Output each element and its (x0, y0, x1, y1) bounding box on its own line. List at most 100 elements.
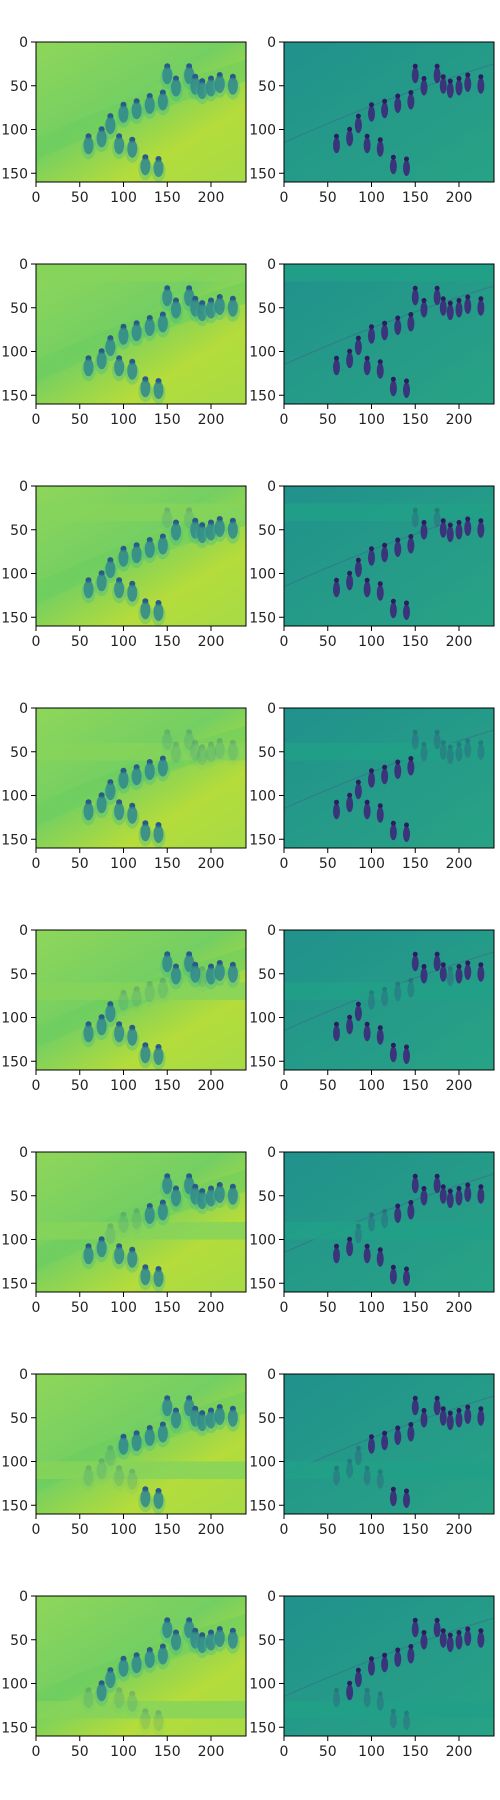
figure-mark (440, 1406, 447, 1426)
x-tick-label: 50 (71, 634, 89, 650)
y-tick-label: 0 (267, 923, 276, 939)
figure-mark (364, 1022, 371, 1042)
y-tick-label: 100 (249, 345, 276, 361)
y-tick-label: 0 (267, 1145, 276, 1161)
x-tick-label: 200 (446, 190, 473, 206)
x-tick-label: 200 (446, 1744, 473, 1760)
y-tick-label: 150 (1, 1054, 28, 1070)
figure-mark (364, 1244, 371, 1264)
figure-mark (434, 508, 441, 528)
panel-r7-c2: 0 50 100 150 200050100150 (249, 1367, 494, 1538)
figure-mark (377, 359, 384, 379)
y-tick-label: 50 (10, 523, 28, 539)
x-tick-label: 100 (110, 412, 137, 428)
panel-r5-c2: 0 50 100 150 200 0 50 100 150 (249, 923, 494, 1094)
figure-mark (377, 1469, 384, 1489)
y-tick-label: 0 (267, 1589, 276, 1605)
figure-mark (346, 127, 353, 147)
y-tick-label: 0 (267, 1367, 276, 1383)
x-tick-label: 100 (358, 1522, 385, 1538)
y-tick-label: 100 (1, 789, 28, 805)
x-tick-label: 200 (198, 856, 225, 872)
figure-mark (381, 543, 388, 563)
x-tick-label: 0 (280, 634, 289, 650)
figure-mark (364, 1688, 371, 1708)
y-tick-label: 100 (249, 567, 276, 583)
x-tick-label: 200 (446, 634, 473, 650)
figure-mark (447, 967, 454, 987)
x-tick-label: 0 (280, 1744, 289, 1760)
y-tick-label: 100 (249, 1455, 276, 1471)
figure-mark (407, 1644, 414, 1664)
figure-mark (368, 1212, 375, 1232)
x-tick-label: 150 (154, 1078, 181, 1094)
x-tick-label: 150 (402, 1078, 429, 1094)
heatmap-background (284, 42, 494, 182)
panel-r3-c1: 0 50 100 150 200 0 50 100 150 (1, 479, 246, 650)
x-tick-label: 100 (110, 1744, 137, 1760)
figure-mark (464, 73, 471, 93)
y-tick-label: 150 (1, 1498, 28, 1514)
x-tick-label: 0 (32, 634, 41, 650)
figure-mark (333, 800, 340, 820)
y-tick-label: 150 (249, 610, 276, 626)
y-tick-label: 150 (249, 1498, 276, 1514)
y-tick-label: 0 (19, 1367, 28, 1383)
x-tick-label: 50 (319, 412, 337, 428)
figure-mark (390, 1487, 397, 1507)
figure-mark (464, 295, 471, 315)
y-tick-label: 150 (249, 1276, 276, 1292)
figure-mark (403, 1267, 410, 1287)
figure-mark (390, 599, 397, 619)
x-tick-label: 100 (110, 634, 137, 650)
y-tick-label: 0 (19, 1589, 28, 1605)
figure-mark (403, 1045, 410, 1065)
figure-mark (477, 1628, 484, 1648)
y-tick-label: 150 (1, 610, 28, 626)
y-tick-label: 100 (1, 567, 28, 583)
x-tick-label: 100 (358, 412, 385, 428)
x-tick-label: 50 (319, 856, 337, 872)
panel-r5-c1: 0 50 100 150 200050100150 (1, 923, 246, 1094)
figure-mark (456, 520, 463, 540)
figure-mark (394, 1648, 401, 1668)
x-tick-label: 200 (198, 634, 225, 650)
y-tick-label: 50 (258, 1189, 276, 1205)
figure-mark (333, 1466, 340, 1486)
figure-mark (440, 74, 447, 94)
figure-mark (333, 1244, 340, 1264)
figure-mark (407, 534, 414, 554)
masked-strip (36, 504, 246, 522)
figure-mark (346, 1237, 353, 1257)
panel-r6-c1: 0 50 100 150 200050100150 (1, 1145, 246, 1316)
x-tick-label: 50 (71, 1744, 89, 1760)
masked-strip (284, 1701, 494, 1719)
y-tick-label: 50 (258, 523, 276, 539)
figure-mark (421, 298, 428, 318)
figure-mark (434, 1174, 441, 1194)
figure-mark (333, 356, 340, 376)
figure-mark (421, 1408, 428, 1428)
x-tick-label: 150 (402, 856, 429, 872)
y-tick-label: 50 (10, 79, 28, 95)
y-tick-label: 0 (267, 479, 276, 495)
figure-mark (346, 349, 353, 369)
figure-mark (447, 79, 454, 99)
masked-strip (284, 983, 494, 1001)
figure-mark (456, 964, 463, 984)
x-tick-label: 0 (280, 190, 289, 206)
x-tick-label: 0 (280, 1300, 289, 1316)
x-tick-label: 200 (446, 1078, 473, 1094)
figure-mark (355, 780, 362, 800)
figure-mark (440, 518, 447, 538)
figure-mark (377, 1025, 384, 1045)
y-tick-label: 50 (10, 967, 28, 983)
x-tick-label: 200 (198, 1522, 225, 1538)
x-tick-label: 50 (319, 1744, 337, 1760)
figure-mark (394, 1426, 401, 1446)
x-tick-label: 150 (154, 412, 181, 428)
figure-mark (377, 803, 384, 823)
x-tick-label: 150 (402, 412, 429, 428)
figure-mark (403, 1489, 410, 1509)
y-tick-label: 100 (1, 345, 28, 361)
